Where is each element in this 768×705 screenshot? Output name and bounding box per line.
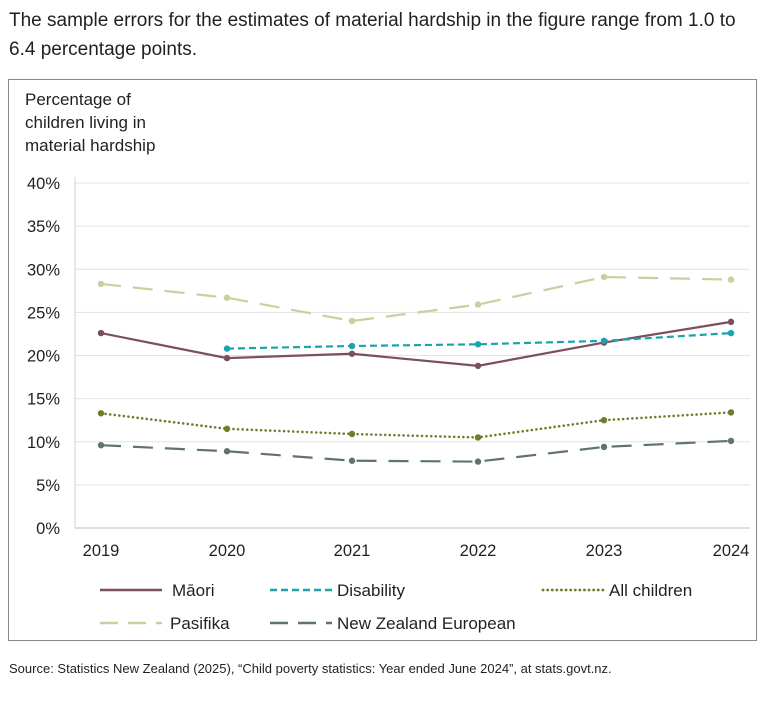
legend-label: Māori xyxy=(172,581,215,600)
y-tick-label: 35% xyxy=(27,218,60,236)
x-tick-label: 2022 xyxy=(460,542,497,560)
data-point xyxy=(727,329,735,337)
y-tick-label: 5% xyxy=(36,477,60,495)
data-point xyxy=(474,341,482,348)
x-tick-label: 2024 xyxy=(713,542,750,560)
chart-frame xyxy=(8,79,757,641)
y-tick-label: 10% xyxy=(27,434,60,452)
data-point xyxy=(474,362,482,370)
data-point xyxy=(348,457,356,464)
x-tick-label: 2020 xyxy=(209,542,246,560)
x-tick-label: 2021 xyxy=(334,542,371,560)
data-point xyxy=(727,437,735,445)
data-point xyxy=(600,416,608,424)
data-point xyxy=(223,425,231,433)
chart-note: The sample errors for the estimates of m… xyxy=(9,10,736,60)
data-point xyxy=(223,294,231,301)
source-note: Source: Statistics New Zealand (2025), “… xyxy=(9,661,612,676)
y-tick-label: 25% xyxy=(27,304,60,322)
data-point xyxy=(97,280,105,288)
data-point xyxy=(474,458,482,465)
data-point xyxy=(727,276,735,283)
y-tick-label: 0% xyxy=(36,520,60,538)
data-point xyxy=(348,350,356,357)
series-line xyxy=(226,331,732,350)
x-tick-label: 2023 xyxy=(586,542,623,560)
data-point xyxy=(348,342,356,350)
data-point xyxy=(600,443,608,451)
y-axis-label-line: children living in xyxy=(25,113,146,132)
data-point xyxy=(223,354,231,362)
data-point xyxy=(223,345,231,352)
series-line xyxy=(100,439,732,463)
x-tick-label: 2019 xyxy=(83,542,120,560)
legend-label: All children xyxy=(609,581,692,600)
data-point xyxy=(600,337,608,345)
y-axis-label-line: material hardship xyxy=(25,136,156,155)
y-tick-label: 40% xyxy=(27,175,60,193)
data-point xyxy=(348,430,356,438)
data-point xyxy=(97,410,105,417)
data-point xyxy=(727,318,735,326)
data-point xyxy=(348,317,356,325)
y-tick-label: 30% xyxy=(27,261,60,279)
data-point xyxy=(600,273,608,281)
data-point xyxy=(97,442,105,449)
y-axis-label-line: Percentage of xyxy=(25,90,131,109)
y-axis-label: Percentage of children living in materia… xyxy=(25,88,155,157)
legend-label: New Zealand European xyxy=(337,614,516,633)
data-point xyxy=(474,301,482,308)
data-point xyxy=(727,409,735,416)
series-line xyxy=(99,411,733,439)
series-line xyxy=(100,320,732,367)
y-tick-label: 20% xyxy=(27,348,60,366)
legend-label: Pasifika xyxy=(170,614,230,633)
y-tick-label: 15% xyxy=(27,391,60,409)
data-point xyxy=(97,329,105,337)
data-point xyxy=(474,434,482,441)
series-line xyxy=(100,275,732,323)
legend-label: Disability xyxy=(337,581,406,600)
data-point xyxy=(223,448,231,455)
